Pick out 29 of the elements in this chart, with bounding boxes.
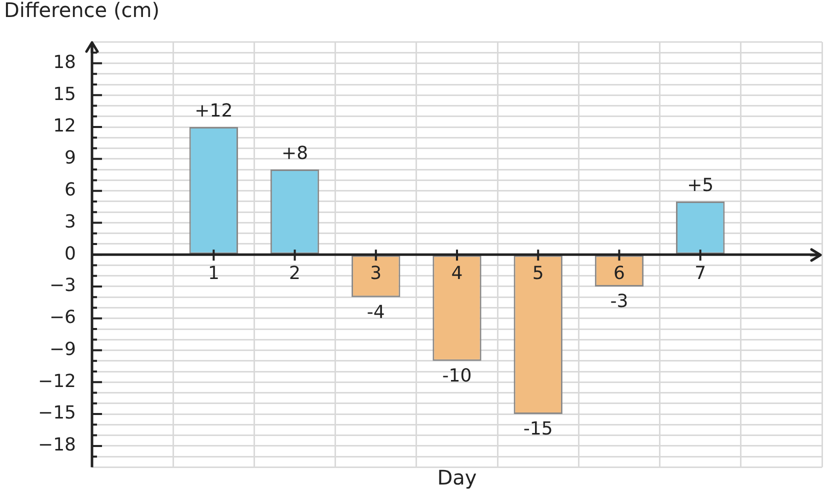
- data-label: +8: [282, 143, 308, 164]
- x-tick-label: 4: [451, 263, 463, 284]
- y-tick-label: 9: [64, 148, 76, 169]
- data-label: -10: [442, 366, 472, 387]
- y-tick-label: −12: [38, 370, 76, 392]
- y-tick-label: 15: [53, 84, 76, 105]
- y-tick-label: 12: [53, 116, 76, 137]
- x-tick-label: 7: [694, 263, 706, 284]
- y-tick-label: 3: [64, 211, 76, 232]
- x-tick-label: 5: [532, 263, 544, 284]
- data-label: -15: [523, 418, 553, 440]
- data-label: -4: [366, 302, 385, 323]
- x-axis-title: Day: [437, 465, 477, 490]
- y-tick-label: −9: [49, 338, 76, 360]
- y-axis-title: Difference (cm): [4, 0, 160, 22]
- x-tick-label: 2: [289, 263, 301, 284]
- y-tick-label: −3: [49, 275, 76, 296]
- y-tick-label: −6: [49, 307, 76, 328]
- y-tick-label: 18: [53, 52, 76, 73]
- y-tick-label: −18: [38, 434, 76, 456]
- y-tick-label: −15: [38, 402, 76, 424]
- data-label: +5: [687, 175, 714, 196]
- data-label: -3: [610, 291, 628, 312]
- y-tick-label: 0: [64, 243, 76, 264]
- y-tick-label: 6: [64, 179, 76, 200]
- x-tick-label: 6: [613, 263, 625, 284]
- data-label: +12: [194, 100, 233, 122]
- x-tick-label: 3: [370, 263, 382, 284]
- x-tick-label: 1: [208, 263, 220, 284]
